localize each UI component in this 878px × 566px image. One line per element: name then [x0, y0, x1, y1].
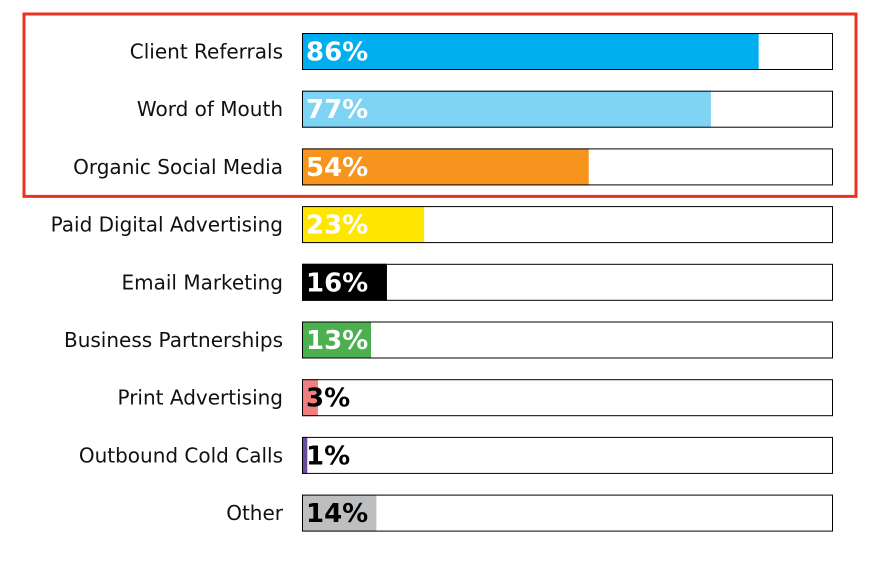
- bar-frame-email-marketing: [302, 263, 833, 301]
- bar-outbound-cold-calls: [302, 436, 308, 474]
- value-label-business-partnerships: 13%: [306, 326, 368, 356]
- value-label-word-of-mouth: 77%: [306, 95, 368, 125]
- bar-frame-organic-social-media: [302, 148, 833, 186]
- bar-paid-digital-advertising: [302, 206, 425, 244]
- value-label-other: 14%: [306, 499, 368, 529]
- highlight-box: [22, 12, 858, 198]
- category-label-email-marketing: Email Marketing: [121, 270, 283, 294]
- bar-print-advertising: [302, 379, 318, 417]
- bar-business-partnerships: [302, 321, 372, 359]
- bar-frame-paid-digital-advertising: [302, 206, 833, 244]
- value-label-print-advertising: 3%: [306, 384, 350, 414]
- bar-frame-print-advertising: [302, 379, 833, 417]
- value-label-organic-social-media: 54%: [306, 153, 368, 183]
- bar-frame-client-referrals: [302, 33, 833, 70]
- bar-frame-business-partnerships: [302, 321, 833, 359]
- value-label-outbound-cold-calls: 1%: [306, 441, 350, 471]
- bar-other: [302, 494, 377, 532]
- category-label-other: Other: [226, 501, 284, 525]
- bar-frame-outbound-cold-calls: [302, 436, 833, 474]
- bar-organic-social-media: [302, 148, 589, 186]
- value-label-email-marketing: 16%: [306, 268, 368, 298]
- bar-frame-other: [302, 494, 833, 532]
- category-label-paid-digital-advertising: Paid Digital Advertising: [51, 213, 283, 237]
- category-label-word-of-mouth: Word of Mouth: [137, 97, 283, 121]
- bar-frame-word-of-mouth: [302, 90, 833, 128]
- category-label-print-advertising: Print Advertising: [118, 386, 284, 410]
- value-label-client-referrals: 86%: [306, 38, 368, 68]
- value-label-paid-digital-advertising: 23%: [306, 211, 368, 241]
- category-label-organic-social-media: Organic Social Media: [73, 155, 283, 179]
- category-label-outbound-cold-calls: Outbound Cold Calls: [79, 443, 283, 467]
- bar-email-marketing: [302, 263, 387, 301]
- bar-client-referrals: [302, 33, 759, 70]
- category-label-client-referrals: Client Referrals: [130, 40, 283, 64]
- category-label-business-partnerships: Business Partnerships: [64, 328, 283, 352]
- bar-word-of-mouth: [302, 90, 711, 128]
- bars-layer: Client Referrals 86% Word of Mouth 77% Organ…: [51, 33, 833, 532]
